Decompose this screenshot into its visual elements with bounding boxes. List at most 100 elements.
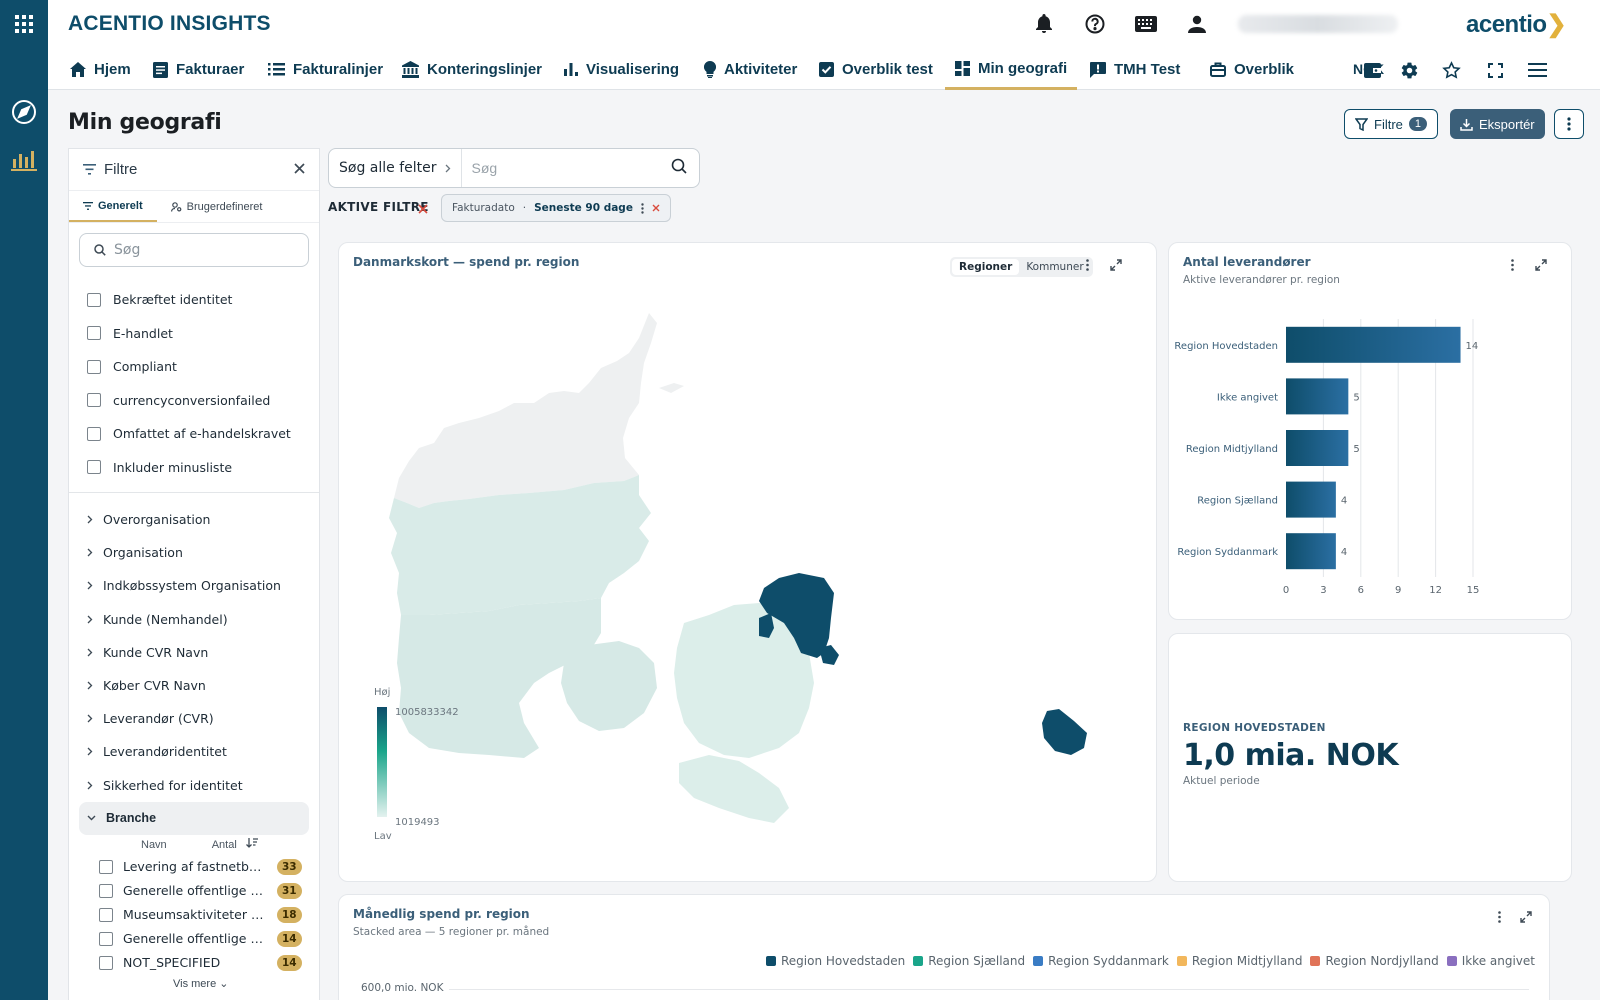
nav-fakturaer[interactable]: Fakturaer <box>153 49 244 90</box>
branche-row[interactable]: Generelle offentlige tjenester 14 <box>69 927 319 951</box>
checkbox[interactable] <box>99 931 113 946</box>
clear-filters-icon[interactable] <box>418 201 428 219</box>
explore-icon[interactable] <box>0 88 48 136</box>
region-hovedstaden-west[interactable] <box>759 613 774 638</box>
region-midtjylland[interactable] <box>389 475 651 615</box>
nav-aktiviteter[interactable]: Aktiviteter <box>704 49 797 90</box>
bell-icon[interactable] <box>1033 13 1055 35</box>
expand-icon[interactable] <box>1108 257 1124 273</box>
legend-item[interactable]: Region Hovedstaden <box>765 954 905 968</box>
checkbox[interactable] <box>87 292 101 307</box>
more-vertical-icon[interactable] <box>1491 909 1507 925</box>
more-vertical-icon[interactable] <box>1504 257 1520 273</box>
legend-item[interactable]: Region Sjælland <box>913 954 1025 968</box>
filter-group[interactable]: Organisation <box>69 536 319 569</box>
region-syddanmark-fyn[interactable] <box>561 641 657 731</box>
filter-group[interactable]: Leverandør (CVR) <box>69 702 319 735</box>
nav-min-geografi[interactable]: Min geografi <box>945 49 1078 90</box>
region-syddanmark[interactable] <box>397 598 601 758</box>
active-filter-chip[interactable]: Fakturadato · Seneste 90 dage <box>441 194 671 222</box>
search-input[interactable] <box>461 149 671 187</box>
bar[interactable] <box>1286 326 1461 363</box>
show-more-link[interactable]: Vis mere ⌄ <box>173 977 229 990</box>
checkbox[interactable] <box>99 859 113 874</box>
filter-group[interactable]: Kunde (Nemhandel) <box>69 603 319 636</box>
branche-row[interactable]: NOT_SPECIFIED 14 <box>69 951 319 975</box>
user-icon[interactable] <box>1186 13 1208 35</box>
filter-group-branche[interactable]: Branche <box>79 801 309 835</box>
filter-checkbox-row[interactable]: E-handlet <box>69 317 319 351</box>
checkbox[interactable] <box>87 426 101 441</box>
remove-chip-icon[interactable] <box>652 204 660 212</box>
filter-group[interactable]: Indkøbssystem Organisation <box>69 569 319 602</box>
filter-group[interactable]: Leverandøridentitet <box>69 735 319 768</box>
checkbox[interactable] <box>87 460 101 475</box>
fullscreen-icon[interactable] <box>1484 59 1506 81</box>
wallet-icon[interactable] <box>1361 59 1383 81</box>
region-nordjylland[interactable] <box>394 313 657 508</box>
column-navn[interactable]: Navn <box>141 838 167 851</box>
branche-row[interactable]: Museumsaktiviteter og aktiviteter i forb… <box>69 903 319 927</box>
nav-tmh-test[interactable]: TMH Test <box>1090 49 1180 90</box>
legend-item[interactable]: Region Nordjylland <box>1310 954 1439 968</box>
nav-overblik[interactable]: Overblik <box>1210 49 1294 90</box>
checkbox[interactable] <box>99 907 113 922</box>
filter-button[interactable]: Filtre 1 <box>1344 109 1439 139</box>
filter-group[interactable]: Kunde CVR Navn <box>69 636 319 669</box>
filter-group[interactable]: Sikkerhed for identitet <box>69 769 319 802</box>
filter-checkbox-row[interactable]: Inkluder minusliste <box>69 451 319 485</box>
column-antal[interactable]: Antal <box>212 838 258 851</box>
filter-group[interactable]: Køber CVR Navn <box>69 669 319 702</box>
tab-generelt[interactable]: Generelt <box>69 191 157 222</box>
checkbox[interactable] <box>87 393 101 408</box>
nav-konteringslinjer[interactable]: Konteringslinjer <box>402 49 542 90</box>
filter-checkbox-row[interactable]: Compliant <box>69 350 319 384</box>
filter-checkbox-row[interactable]: Omfattet af e-handelskravet <box>69 417 319 451</box>
filter-group[interactable]: Overorganisation <box>69 503 319 536</box>
checkbox[interactable] <box>99 883 113 898</box>
nav-fakturalinjer[interactable]: Fakturalinjer <box>268 49 383 90</box>
apps-grid-icon[interactable] <box>0 0 48 48</box>
nav-hjem[interactable]: Hjem <box>70 49 131 90</box>
region-hovedstaden[interactable] <box>759 573 834 658</box>
toggle-regioner[interactable]: Regioner <box>952 259 1020 275</box>
keyboard-icon[interactable] <box>1135 13 1157 35</box>
page-more-button[interactable] <box>1554 109 1584 139</box>
branche-row[interactable]: Generelle offentlige forvaltningsopgaver… <box>69 879 319 903</box>
expand-icon[interactable] <box>1518 909 1534 925</box>
legend-item[interactable]: Region Midtjylland <box>1176 954 1302 968</box>
tab-brugerdefineret[interactable]: Brugerdefineret <box>157 191 277 222</box>
bar[interactable] <box>1286 481 1336 518</box>
bar[interactable] <box>1286 430 1349 466</box>
filter-checkbox-row[interactable]: currencyconversionfailed <box>69 384 319 418</box>
close-icon[interactable] <box>294 161 305 178</box>
star-icon[interactable] <box>1440 59 1462 81</box>
checkbox[interactable] <box>99 955 113 970</box>
menu-icon[interactable] <box>1526 59 1548 81</box>
filter-search-input[interactable]: Søg <box>79 233 309 267</box>
toggle-kommuner[interactable]: Kommuner <box>1026 261 1084 273</box>
bar[interactable] <box>1286 378 1349 415</box>
nav-visualisering[interactable]: Visualisering <box>564 49 679 90</box>
region-hovedstaden-south[interactable] <box>819 645 839 665</box>
legend-item[interactable]: Ikke angivet <box>1446 954 1535 968</box>
more-vertical-icon[interactable] <box>1079 257 1095 273</box>
region-sjaelland[interactable] <box>674 603 814 758</box>
region-sjaelland-lolland[interactable] <box>679 755 789 823</box>
checkbox[interactable] <box>87 326 101 341</box>
settings-gear-icon[interactable] <box>1398 59 1420 81</box>
filter-checkbox-row[interactable]: Bekræftet identitet <box>69 283 319 317</box>
search-icon[interactable] <box>671 158 687 179</box>
analytics-icon[interactable] <box>0 136 48 184</box>
search-scope-selector[interactable]: Søg alle felter <box>329 149 462 187</box>
bar[interactable] <box>1286 533 1336 570</box>
legend-item[interactable]: Region Syddanmark <box>1033 954 1169 968</box>
expand-icon[interactable] <box>1533 257 1549 273</box>
checkbox[interactable] <box>87 359 101 374</box>
help-icon[interactable] <box>1084 13 1106 35</box>
branche-row[interactable]: Levering af fastnetbaseret, trådløs og s… <box>69 855 319 879</box>
region-hovedstaden-bornholm[interactable] <box>1042 709 1087 755</box>
nav-overblik-test[interactable]: Overblik test <box>819 49 933 90</box>
more-vertical-icon[interactable] <box>641 202 644 214</box>
export-button[interactable]: Eksportér <box>1450 109 1545 139</box>
